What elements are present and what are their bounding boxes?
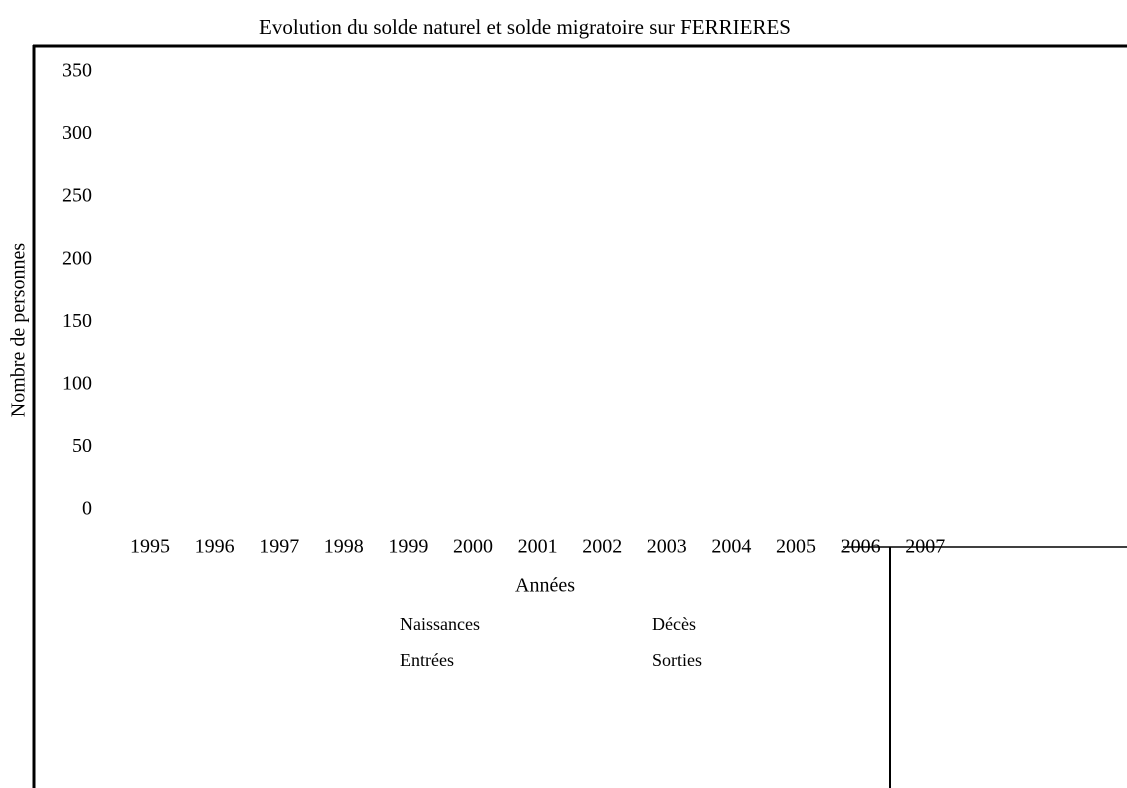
- y-axis-label: Nombre de personnes: [8, 243, 30, 418]
- legend-label: Naissances: [400, 614, 480, 634]
- x-tick-label: 1995: [130, 536, 170, 558]
- chart-title: Evolution du solde naturel et solde migr…: [259, 15, 791, 39]
- x-tick-label: 2007: [905, 536, 945, 558]
- x-tick-label: 2005: [776, 536, 816, 558]
- y-tick-label: 0: [82, 498, 92, 520]
- x-tick-label: 1996: [195, 536, 235, 558]
- x-tick-label: 1999: [388, 536, 428, 558]
- y-tick-label: 100: [62, 372, 92, 394]
- x-axis-label: Années: [515, 575, 575, 597]
- x-tick-label: 2006: [841, 536, 881, 558]
- y-tick-label: 50: [72, 435, 92, 457]
- y-tick-label: 300: [62, 122, 92, 144]
- y-tick-label: 250: [62, 185, 92, 207]
- x-tick-label: 2001: [518, 536, 558, 558]
- y-tick-label: 150: [62, 310, 92, 332]
- y-tick-label: 200: [62, 247, 92, 269]
- x-tick-label: 2002: [582, 536, 622, 558]
- x-tick-label: 1997: [259, 536, 299, 558]
- legend-label: Décès: [652, 614, 696, 634]
- legend-label: Sorties: [652, 650, 702, 670]
- x-tick-label: 1998: [324, 536, 364, 558]
- y-tick-label: 350: [62, 60, 92, 82]
- x-tick-label: 2003: [647, 536, 687, 558]
- legend-label: Entrées: [400, 650, 454, 670]
- x-tick-label: 2004: [711, 536, 751, 558]
- x-tick-label: 2000: [453, 536, 493, 558]
